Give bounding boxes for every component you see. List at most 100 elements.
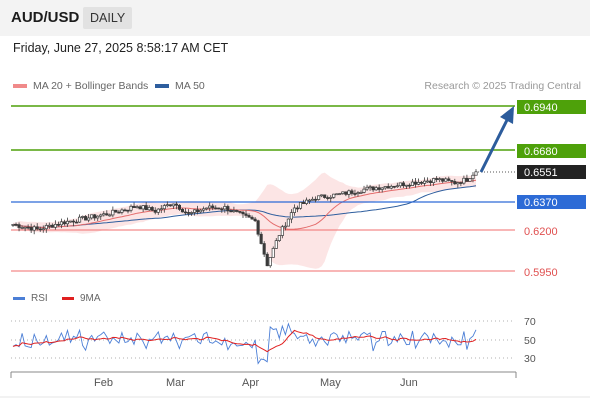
candle-body <box>329 196 333 199</box>
candle-body <box>199 209 203 213</box>
candle-body <box>304 199 309 204</box>
candle-body <box>419 181 424 184</box>
candle-body <box>344 191 348 195</box>
legend-ma20: MA 20 + Bollinger Bands <box>13 80 148 92</box>
candle-body <box>47 224 51 227</box>
candle-body <box>102 213 106 216</box>
current-label-box <box>517 165 586 179</box>
candle-body <box>65 220 70 225</box>
candle-body <box>90 214 94 219</box>
candle-body <box>262 243 266 255</box>
rsi-legend: RSI <box>13 293 48 304</box>
s2-label: 0.5950 <box>524 267 558 279</box>
candle-body <box>96 215 100 219</box>
candles <box>11 169 478 268</box>
candle-body <box>132 205 136 208</box>
candle-body <box>338 193 342 195</box>
candle-body <box>238 211 242 213</box>
candle-body <box>29 227 33 231</box>
candle-body <box>432 178 436 183</box>
candle-body <box>135 206 139 209</box>
candle-body <box>253 218 257 222</box>
candle-body <box>44 225 48 230</box>
candle-body <box>386 186 390 189</box>
candle-body <box>259 233 263 244</box>
r2-label: 0.6940 <box>524 102 558 114</box>
candle-body <box>23 226 27 229</box>
timeframe-badge[interactable]: DAILY <box>83 7 133 29</box>
candle-body <box>211 205 215 209</box>
candle-body <box>371 186 375 191</box>
rsi-ma-line <box>12 329 477 353</box>
candle-body <box>177 204 181 210</box>
candle-body <box>99 214 103 217</box>
candle-body <box>368 186 372 189</box>
candle-body <box>71 220 76 223</box>
candle-body <box>126 209 130 212</box>
month-apr: Apr <box>242 377 259 389</box>
candle-body <box>435 178 439 180</box>
rsi-tick-70: 70 <box>524 316 536 328</box>
rsi-swatch <box>13 296 25 300</box>
candle-body <box>404 184 408 187</box>
candle-body <box>108 214 112 217</box>
candle-body <box>271 248 275 258</box>
rsi-ma-swatch <box>62 296 74 300</box>
candle-body <box>447 178 451 181</box>
candle-body <box>93 214 97 219</box>
arrow-head <box>500 106 514 124</box>
candle-body <box>341 191 345 194</box>
candle-body <box>186 212 191 214</box>
candle-body <box>362 188 366 193</box>
candle-body <box>62 221 66 225</box>
candle-body <box>20 227 24 229</box>
candle-body <box>183 211 188 214</box>
candle-body <box>413 181 418 185</box>
candle-body <box>247 215 251 218</box>
candle-body <box>289 212 293 220</box>
rsi-line <box>12 322 477 365</box>
pivot-label: 0.6370 <box>524 197 558 209</box>
candle-body <box>356 192 360 195</box>
candle-body <box>256 220 260 235</box>
candle-body <box>59 221 63 226</box>
rsi-ma-legend: 9MA <box>62 293 101 304</box>
candle-body <box>416 181 421 185</box>
candle-body <box>250 216 254 220</box>
candle-body <box>144 205 148 211</box>
ma50-swatch <box>155 84 169 89</box>
candle-body <box>277 235 281 241</box>
candle-body <box>295 207 300 210</box>
projection-arrow <box>479 117 510 173</box>
candle-body <box>332 193 336 198</box>
pivot-label-box <box>517 195 586 209</box>
candle-body <box>265 253 269 267</box>
candle-body <box>365 186 369 190</box>
candle-body <box>147 207 151 211</box>
candle-body <box>353 193 357 195</box>
candle-body <box>438 178 442 181</box>
candle-body <box>383 186 387 189</box>
candle-body <box>229 210 233 213</box>
candle-body <box>465 177 469 182</box>
candle-body <box>35 226 39 230</box>
r2-label-box <box>517 100 586 114</box>
candle-body <box>350 190 354 194</box>
candle-body <box>120 209 124 213</box>
month-may: May <box>320 377 341 389</box>
candle-body <box>26 226 30 229</box>
candle-body <box>214 207 218 210</box>
candle-body <box>359 192 363 194</box>
candle-body <box>410 181 415 186</box>
candle-body <box>401 182 405 187</box>
candle-body <box>280 226 284 236</box>
candle-body <box>453 181 457 185</box>
candle-body <box>174 203 178 206</box>
candle-body <box>268 257 272 267</box>
candle-body <box>14 224 18 226</box>
candle-body <box>335 193 339 196</box>
candle-body <box>223 206 227 210</box>
candle-body <box>105 213 109 216</box>
candle-body <box>68 220 73 223</box>
r1-label: 0.6680 <box>524 146 558 158</box>
